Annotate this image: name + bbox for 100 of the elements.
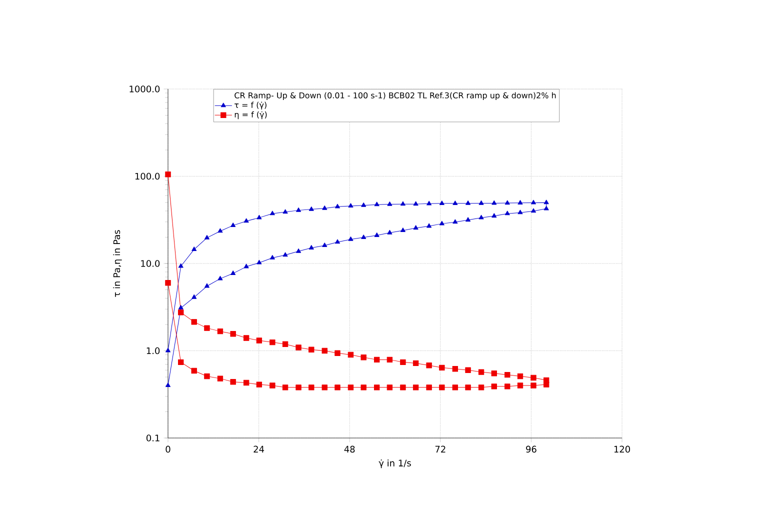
y-tick-label: 100.0	[135, 172, 160, 180]
point	[282, 252, 288, 257]
point	[204, 325, 210, 331]
point	[166, 348, 171, 352]
point	[452, 384, 458, 390]
point	[218, 276, 223, 280]
point	[530, 208, 536, 213]
point	[465, 384, 471, 390]
point	[504, 372, 510, 378]
point	[466, 217, 471, 222]
point	[492, 213, 497, 218]
point	[374, 202, 380, 206]
point	[334, 350, 340, 356]
y-tick-label: 10.0	[141, 260, 160, 267]
point	[544, 206, 549, 210]
point	[178, 305, 184, 310]
point	[504, 210, 510, 216]
point	[204, 234, 210, 240]
point	[530, 382, 536, 388]
point	[439, 384, 445, 390]
point	[439, 364, 445, 371]
point	[360, 384, 366, 390]
y-tick-label: 1.0	[146, 347, 160, 354]
point	[374, 384, 380, 390]
point	[218, 228, 223, 233]
point	[270, 339, 276, 346]
point	[256, 214, 262, 220]
point	[439, 220, 444, 226]
point	[348, 352, 354, 358]
point	[243, 380, 250, 386]
legend-label: η = f (γ̇)	[234, 111, 267, 120]
point	[413, 225, 418, 230]
point	[322, 242, 328, 248]
point	[296, 384, 302, 390]
point	[322, 348, 328, 354]
point	[387, 201, 392, 206]
x-tick-label: 96	[526, 446, 536, 453]
point	[478, 384, 484, 390]
point	[282, 341, 288, 348]
point	[192, 246, 197, 251]
point	[322, 205, 328, 210]
point	[504, 200, 510, 205]
legend-title: CR Ramp- Up & Down (0.01 - 100 s-1) BCB02 TL Ref.3(CR ramp up & down)2% h	[234, 92, 556, 100]
point	[478, 214, 484, 220]
point	[361, 234, 366, 239]
point	[296, 207, 302, 212]
point	[165, 172, 171, 178]
point	[530, 200, 536, 204]
x-tick-label: 24	[254, 446, 264, 452]
point	[244, 218, 249, 223]
point	[543, 382, 550, 388]
point	[178, 310, 184, 316]
point	[426, 362, 432, 368]
point	[400, 384, 406, 390]
point	[178, 359, 184, 366]
point	[452, 200, 458, 205]
point	[360, 354, 366, 360]
point	[518, 200, 523, 204]
y-tick-label: 0.1	[146, 434, 160, 442]
y-axis-title: τ in Pa,η in Pas	[113, 230, 122, 297]
point	[204, 373, 210, 380]
point	[204, 283, 210, 288]
point	[230, 331, 236, 337]
point	[386, 384, 393, 390]
x-tick-label: 0	[166, 446, 170, 453]
point	[230, 270, 236, 275]
point	[348, 384, 354, 390]
point	[166, 382, 171, 388]
point	[412, 360, 419, 366]
point	[282, 209, 288, 214]
point	[348, 203, 354, 208]
point	[334, 239, 340, 244]
point	[530, 374, 536, 381]
point	[413, 201, 418, 206]
point	[256, 382, 262, 388]
point	[230, 222, 236, 227]
point	[452, 219, 458, 224]
point	[465, 367, 471, 373]
point	[243, 335, 250, 341]
point	[244, 264, 249, 268]
point	[322, 384, 328, 390]
point	[426, 200, 432, 206]
point	[374, 356, 380, 363]
point	[230, 379, 236, 385]
point	[308, 346, 314, 352]
point	[296, 248, 302, 253]
point	[256, 260, 262, 264]
point	[308, 206, 314, 211]
point	[192, 294, 197, 299]
point	[492, 200, 497, 205]
point	[217, 328, 224, 334]
point	[400, 228, 406, 232]
point	[439, 200, 444, 205]
point	[191, 368, 197, 374]
x-tick-label: 120	[614, 446, 630, 453]
point	[544, 200, 549, 204]
point	[308, 245, 314, 250]
point	[178, 263, 184, 268]
point	[517, 373, 524, 380]
point	[518, 210, 523, 214]
